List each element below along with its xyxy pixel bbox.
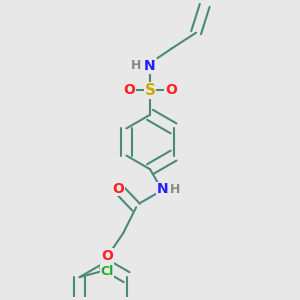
Text: O: O	[123, 83, 135, 97]
Text: S: S	[145, 83, 155, 98]
Text: O: O	[165, 83, 177, 97]
Text: H: H	[170, 183, 180, 196]
Text: Cl: Cl	[100, 265, 113, 278]
Text: N: N	[144, 59, 156, 73]
Text: N: N	[156, 182, 168, 197]
Text: H: H	[131, 59, 142, 72]
Text: O: O	[112, 182, 124, 196]
Text: O: O	[101, 249, 113, 263]
